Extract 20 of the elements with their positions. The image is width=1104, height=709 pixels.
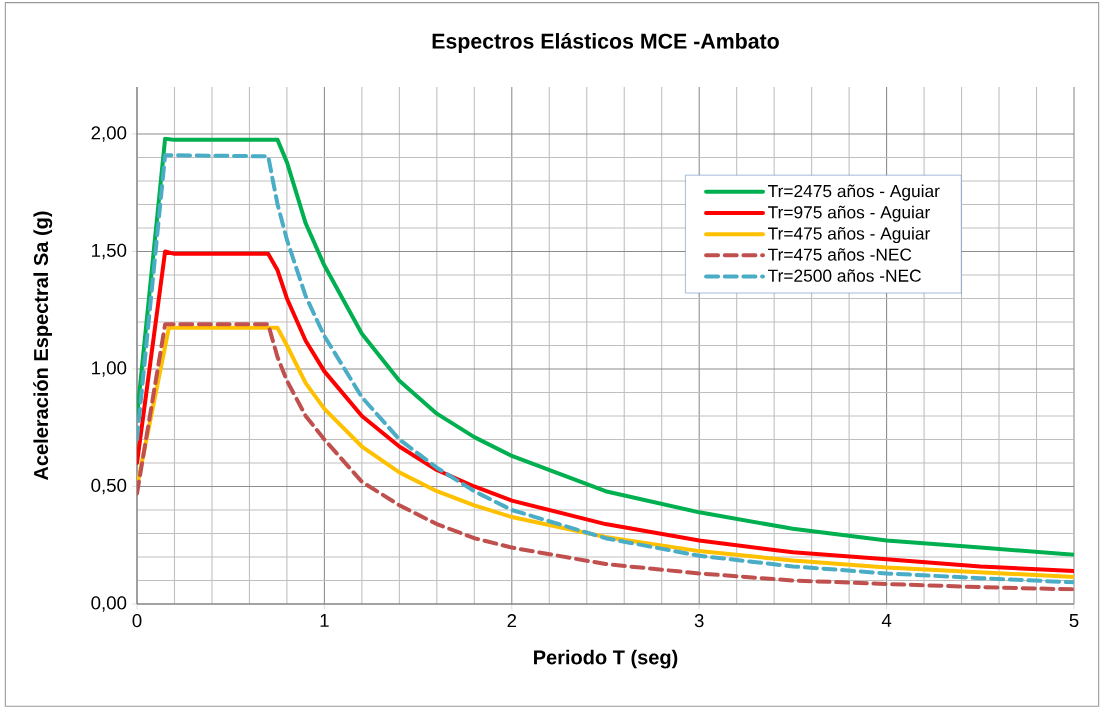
legend-label: Tr=475 años - Aguiar: [768, 226, 930, 244]
y-tick-label: 0,00: [91, 596, 127, 612]
y-tick-label: 0,50: [91, 478, 127, 495]
x-tick-label: 3: [694, 614, 704, 628]
legend-label: Tr=475 años -NEC: [768, 248, 912, 261]
legend-label: Tr=2475 años - Aguiar: [768, 184, 940, 201]
chart-title: Espectros Elásticos MCE -Ambato: [432, 32, 779, 53]
x-tick-label: 0: [132, 614, 142, 628]
legend-label: Tr=2500 años -NEC: [768, 269, 921, 282]
y-tick-label: 2,00: [91, 126, 127, 142]
line-series: [137, 249, 1074, 574]
x-tick-label: 2: [507, 614, 517, 628]
x-tick-label: 5: [1069, 614, 1079, 628]
x-axis-title: Periodo T (seg): [534, 649, 678, 669]
y-tick-label: 1,50: [92, 243, 127, 260]
x-tick-label: 1: [320, 614, 329, 627]
legend-label: Tr=975 años - Aguiar: [768, 205, 930, 222]
y-axis-title: Aceleración Espectral Sa (g): [33, 211, 53, 481]
y-tick-label: 1,00: [92, 361, 127, 377]
x-tick-label: 4: [881, 614, 892, 627]
